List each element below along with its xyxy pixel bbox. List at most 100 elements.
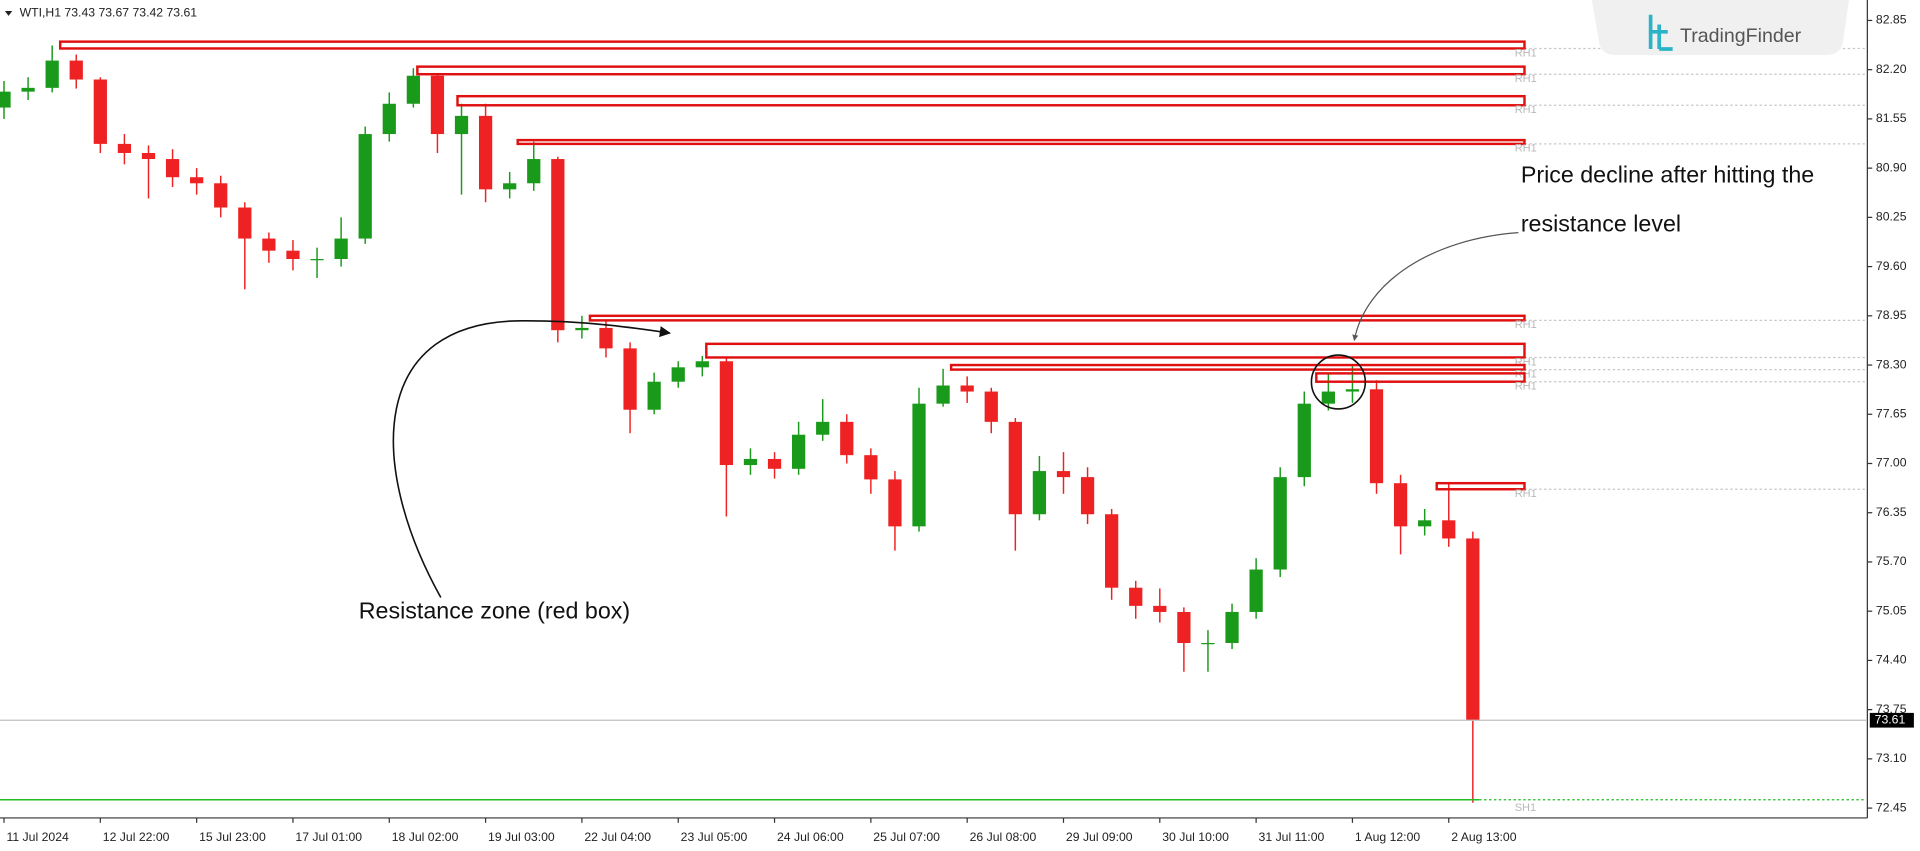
candle-body xyxy=(1393,483,1408,527)
y-tick-label: 74.40 xyxy=(1876,653,1907,667)
resistance-box xyxy=(58,40,1526,50)
candle-body xyxy=(262,238,276,251)
candle-body xyxy=(743,458,758,466)
resistance-box xyxy=(516,138,1526,146)
candle-body xyxy=(310,259,324,261)
candle-body xyxy=(1369,389,1384,484)
x-tick-label: 2 Aug 13:00 xyxy=(1451,830,1517,844)
x-tick-label: 15 Jul 23:00 xyxy=(199,830,266,844)
x-tick-label: 26 Jul 08:00 xyxy=(970,830,1037,844)
candle-body xyxy=(141,152,156,160)
candle-body xyxy=(503,183,517,190)
candle-body xyxy=(575,327,589,331)
candle-body xyxy=(93,79,107,144)
level-label: RH1 xyxy=(1515,488,1537,500)
annotation: resistance level xyxy=(1521,210,1681,236)
header-icon xyxy=(4,11,13,16)
level-label: RH1 xyxy=(1515,368,1537,380)
candle-body xyxy=(1321,391,1335,404)
level-label: RH1 xyxy=(1515,356,1537,368)
candle-body xyxy=(286,250,300,260)
candle-body xyxy=(1105,514,1119,588)
level-label: RH1 xyxy=(1515,47,1537,59)
candle-body xyxy=(888,479,902,527)
candle-body xyxy=(1080,477,1095,515)
candle-body xyxy=(767,458,782,469)
candle-body xyxy=(214,183,228,208)
x-tick-label: 18 Jul 02:00 xyxy=(392,830,459,844)
y-tick-label: 75.05 xyxy=(1876,603,1907,617)
candle-body xyxy=(671,367,685,382)
annotation: Resistance zone (red box) xyxy=(359,597,630,623)
x-tick-label: 12 Jul 22:00 xyxy=(103,830,170,844)
candle-body xyxy=(1201,642,1215,645)
logo-icon xyxy=(1648,14,1673,51)
resistance-box xyxy=(1315,372,1526,383)
candle-body xyxy=(406,75,420,104)
candle-body xyxy=(551,159,565,331)
y-tick-label: 80.90 xyxy=(1876,160,1907,174)
candle-body xyxy=(1297,403,1311,478)
x-tick-label: 25 Jul 07:00 xyxy=(873,830,940,844)
y-tick-label: 81.55 xyxy=(1876,111,1907,125)
last-price-box xyxy=(1869,712,1914,728)
candle-body xyxy=(1129,587,1143,606)
y-tick-label: 82.20 xyxy=(1876,62,1907,76)
candle-body xyxy=(1442,520,1456,539)
logo-text: TradingFinder xyxy=(1680,25,1802,47)
candle-body xyxy=(1032,471,1047,515)
plot: 82.85 82.20 81.55 80.90 80.25 79.60 78.95 78.30… xyxy=(0,13,1907,844)
x-tick-label: 24 Jul 06:00 xyxy=(777,830,844,844)
candle-body xyxy=(358,134,372,239)
level-label: RH1 xyxy=(1515,143,1537,155)
candle-body xyxy=(816,421,830,435)
x-tick-label: 22 Jul 04:00 xyxy=(584,830,651,844)
x-tick-label: 31 Jul 11:00 xyxy=(1259,830,1325,844)
resistance-box xyxy=(588,314,1526,322)
candle-body xyxy=(912,403,926,527)
resistance-box xyxy=(456,94,1526,107)
last-price-label: 73.61 xyxy=(1875,712,1906,726)
y-tick-label: 77.00 xyxy=(1876,456,1907,470)
candle-body xyxy=(984,391,998,422)
candle-body xyxy=(0,91,11,108)
y-tick-label: 78.30 xyxy=(1876,357,1907,371)
y-tick-label: 72.45 xyxy=(1876,800,1907,814)
candle-body xyxy=(936,385,950,404)
level-label: RH1 xyxy=(1515,319,1537,331)
y-tick-label: 73.10 xyxy=(1876,751,1907,765)
candle-body xyxy=(960,385,974,392)
candle-body xyxy=(382,103,396,135)
annotation-arrow xyxy=(1352,232,1519,342)
candle-body xyxy=(791,434,806,469)
candle-body xyxy=(864,455,878,480)
candle-body xyxy=(647,381,661,410)
y-tick-label: 77.65 xyxy=(1876,407,1907,421)
y-tick-label: 82.85 xyxy=(1876,13,1907,27)
candle-body xyxy=(430,75,445,135)
resistance-box xyxy=(705,342,1526,359)
y-tick-label: 73.75 xyxy=(1876,702,1907,716)
x-tick-label: 30 Jul 10:00 xyxy=(1162,830,1229,844)
x-tick-label: 29 Jul 09:00 xyxy=(1066,830,1133,844)
x-tick-label: 1 Aug 12:00 xyxy=(1355,830,1421,844)
candle-body xyxy=(599,327,613,349)
x-tick-label: 11 Jul 2024 xyxy=(6,830,69,844)
resistance-box xyxy=(416,65,1526,76)
logo-bg xyxy=(1591,0,1849,56)
candle-body xyxy=(1249,569,1263,612)
candle-body xyxy=(454,115,469,135)
resistance-box xyxy=(1435,481,1526,491)
candle-body xyxy=(1177,611,1191,643)
annotation-arrow xyxy=(392,320,671,598)
level-label: RH1 xyxy=(1515,104,1537,116)
x-tick-label: 17 Jul 01:00 xyxy=(295,830,362,844)
highlight-circle xyxy=(1310,354,1367,410)
candle-body xyxy=(45,60,59,88)
level-label: RH1 xyxy=(1515,381,1537,393)
candle-body xyxy=(1153,605,1167,612)
logo: TradingFinder xyxy=(1591,0,1849,56)
